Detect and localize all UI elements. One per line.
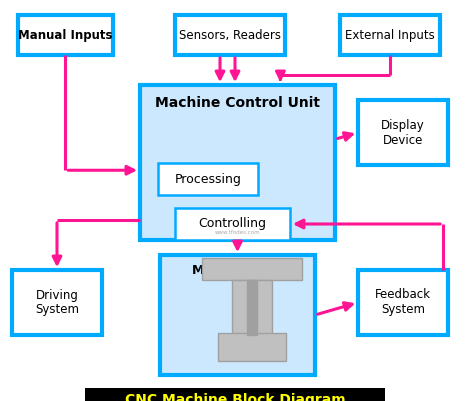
FancyBboxPatch shape [232,280,272,335]
Text: Processing: Processing [174,172,241,186]
FancyBboxPatch shape [247,280,257,335]
FancyBboxPatch shape [202,258,302,280]
Text: Driving
System: Driving System [35,288,79,316]
FancyBboxPatch shape [85,388,385,401]
FancyBboxPatch shape [160,255,315,375]
Text: Manual Inputs: Manual Inputs [18,28,113,41]
Text: Machine Control Unit: Machine Control Unit [155,96,320,110]
Text: CNC Machine Block Diagram: CNC Machine Block Diagram [125,393,346,401]
FancyBboxPatch shape [340,15,440,55]
FancyBboxPatch shape [140,85,335,240]
Text: www.tfodes.com: www.tfodes.com [215,229,260,235]
Text: Feedback
System: Feedback System [375,288,431,316]
FancyBboxPatch shape [175,208,290,240]
FancyBboxPatch shape [12,270,102,335]
FancyBboxPatch shape [358,100,448,165]
FancyBboxPatch shape [218,333,286,361]
FancyBboxPatch shape [358,270,448,335]
Text: External Inputs: External Inputs [345,28,435,41]
FancyBboxPatch shape [175,15,285,55]
Text: Sensors, Readers: Sensors, Readers [179,28,281,41]
Text: Display
Device: Display Device [381,119,425,146]
Text: Machine Tool: Machine Tool [192,265,283,277]
FancyBboxPatch shape [158,163,258,195]
FancyBboxPatch shape [18,15,113,55]
Text: Controlling: Controlling [199,217,266,231]
